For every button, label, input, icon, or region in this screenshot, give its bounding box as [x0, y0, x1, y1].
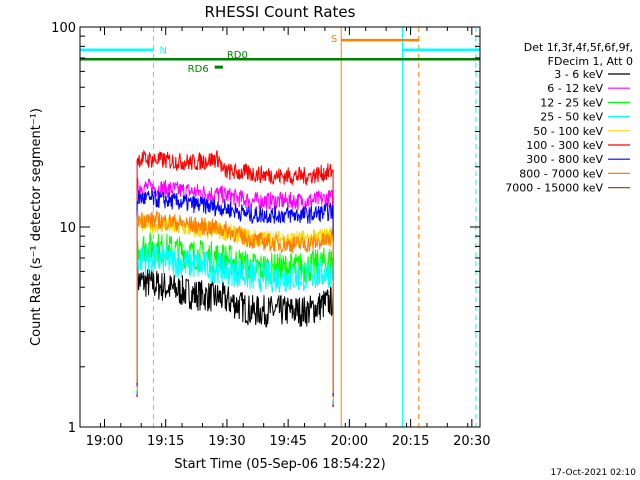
- series-line: [136, 267, 334, 407]
- x-tick-label: 20:00: [331, 434, 368, 449]
- x-tick-label: 19:15: [147, 434, 184, 449]
- legend-entry-label: 3 - 6 keV: [554, 68, 603, 81]
- x-tick-label: 19:45: [269, 434, 306, 449]
- series-line: [136, 177, 334, 405]
- legend-entry-label: 50 - 100 keV: [533, 125, 603, 138]
- series-line: [136, 149, 334, 397]
- axis-ticks: 19:00 19:15 19:30 19:45 20:00 20:15 20:30 1 10 10…: [51, 21, 490, 449]
- legend: Det 1f,3f,4f,5f,6f,9f,FDecim 1, Att 03 -…: [505, 41, 633, 195]
- legend-entry-label: 25 - 50 keV: [540, 111, 603, 124]
- legend-entry-label: 100 - 300 keV: [526, 139, 603, 152]
- y-axis-label: Count Rate (s⁻¹ detector segment⁻¹): [29, 108, 44, 346]
- x-tick-label: 20:30: [453, 434, 490, 449]
- legend-entry-label: 800 - 7000 keV: [519, 167, 603, 180]
- state-bar-label: RD0: [227, 50, 248, 61]
- state-bar-label: N: [159, 46, 166, 57]
- chart-title: RHESSI Count Rates: [205, 3, 356, 21]
- x-tick-label: 20:15: [392, 434, 429, 449]
- legend-entry-label: 300 - 800 keV: [526, 153, 603, 166]
- y-tick-label: 10: [59, 221, 76, 236]
- x-axis-label: Start Time (05-Sep-06 18:54:22): [174, 457, 385, 472]
- y-tick-label: 100: [51, 21, 76, 36]
- x-tick-label: 19:30: [208, 434, 245, 449]
- legend-entry-label: 12 - 25 keV: [540, 96, 603, 109]
- series-line: [136, 190, 334, 395]
- state-bar-label: RD6: [188, 64, 209, 75]
- y-tick-label: 1: [68, 421, 76, 436]
- legend-entry-label: 7000 - 15000 keV: [505, 182, 603, 195]
- series-line: [136, 210, 334, 393]
- legend-header: FDecim 1, Att 0: [548, 55, 633, 68]
- x-tick-label: 19:00: [86, 434, 123, 449]
- series-line: [136, 214, 334, 399]
- footer-timestamp: 17-Oct-2021 02:10: [551, 468, 637, 478]
- legend-entry-label: 6 - 12 keV: [547, 82, 603, 95]
- state-bar-label: S: [331, 34, 337, 45]
- series-line: [136, 243, 334, 401]
- legend-header: Det 1f,3f,4f,5f,6f,9f,: [524, 41, 633, 54]
